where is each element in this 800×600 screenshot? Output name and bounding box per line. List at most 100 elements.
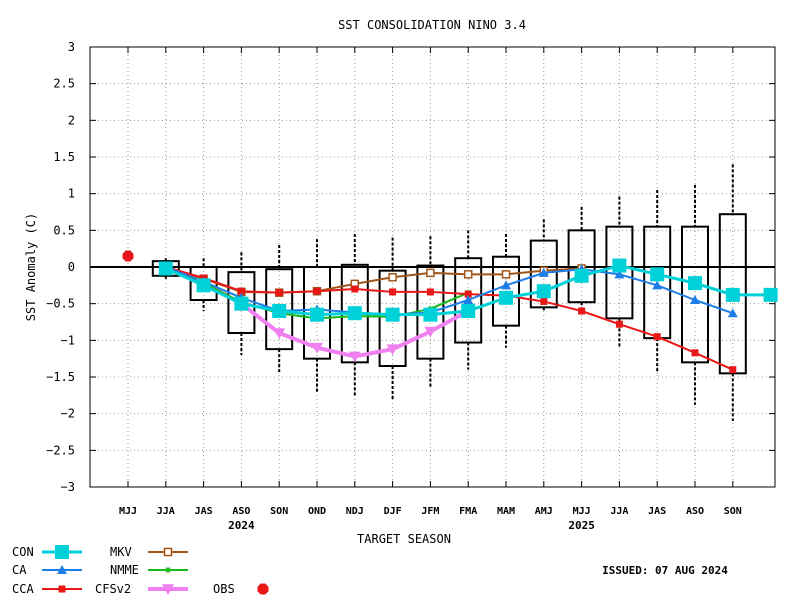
point-cfsv2: [273, 328, 286, 339]
x-tick-label: ASO: [232, 506, 250, 517]
legend-label-obs: OBS: [213, 582, 235, 596]
y-tick-label: −3: [61, 480, 75, 494]
point-cfsv2: [348, 351, 361, 363]
y-tick-label: 0.5: [53, 223, 75, 237]
y-tick-label: −2: [61, 407, 75, 421]
point-obs: [122, 250, 134, 262]
y-tick-label: −0.5: [46, 297, 75, 311]
x-tick-label: MJJ: [573, 506, 591, 517]
legend-label-ca: CA: [12, 563, 27, 577]
x-tick-label: MJJ: [119, 506, 137, 517]
point-cca: [313, 287, 321, 295]
x-tick-label: JJA: [157, 506, 175, 517]
x-tick-label: JAS: [195, 506, 213, 517]
x-tick-label: AMJ: [535, 506, 553, 517]
point-cca: [615, 320, 623, 328]
y-tick-label: 3: [68, 40, 75, 54]
x-tick-label: JJA: [610, 506, 628, 517]
point-ca: [501, 280, 511, 290]
point-con: [272, 304, 287, 318]
legend-marker-cca: [58, 585, 66, 593]
legend-marker-obs: [257, 583, 269, 595]
x-tick-label: DJF: [384, 506, 402, 517]
point-cca: [237, 287, 245, 295]
point-ca: [614, 269, 625, 279]
point-con: [310, 307, 324, 322]
point-con: [650, 267, 665, 282]
y-axis-label: SST Anomaly (C): [24, 213, 38, 321]
point-con: [725, 287, 740, 302]
point-cca: [389, 288, 397, 296]
point-ca: [538, 267, 549, 277]
point-cca: [729, 366, 737, 374]
point-cca: [426, 288, 434, 296]
y-tick-label: −1: [61, 333, 75, 347]
legend-marker-mkv: [163, 547, 173, 557]
point-mkv: [501, 270, 511, 279]
point-cca: [351, 285, 359, 293]
x-tick-label: JFM: [421, 506, 439, 517]
point-con: [574, 268, 589, 283]
legend-label-cfsv2: CFSv2: [95, 582, 131, 596]
x-tick-label: NDJ: [346, 506, 364, 517]
point-cfsv2: [386, 344, 399, 356]
y-tick-label: −2.5: [46, 443, 75, 457]
point-con: [612, 258, 627, 273]
legend-label-con: CON: [12, 545, 34, 559]
point-ca: [463, 295, 474, 304]
series-line-ca: [165, 266, 734, 316]
point-con: [196, 278, 211, 293]
point-con: [423, 307, 438, 322]
y-tick-label: 2.5: [53, 77, 75, 91]
y-tick-label: 1.5: [53, 150, 75, 164]
point-mkv: [388, 273, 397, 282]
chart-title: SST CONSOLIDATION NINO 3.4: [338, 18, 526, 32]
point-con: [461, 304, 476, 318]
legend-label-cca: CCA: [12, 582, 34, 596]
point-con: [499, 290, 513, 305]
point-mkv: [426, 268, 435, 278]
point-cca: [691, 349, 699, 357]
point-cca: [275, 289, 283, 297]
x-tick-label: JAS: [648, 506, 666, 517]
y-tick-label: 0: [68, 260, 75, 274]
ensemble-box: [567, 229, 596, 304]
point-con: [347, 306, 362, 321]
point-ca: [652, 280, 663, 290]
point-ca: [727, 308, 738, 318]
series-line-cca: [165, 266, 734, 371]
x-tick-label: OND: [308, 506, 326, 517]
point-cca: [464, 290, 472, 298]
legend-marker-cfsv2: [162, 584, 174, 595]
point-cca: [653, 333, 661, 341]
point-con: [688, 276, 702, 291]
legend-marker-ca: [57, 565, 67, 574]
x-tick-label: SON: [270, 506, 288, 517]
ensemble-box: [529, 239, 558, 309]
ensemble-box: [151, 260, 180, 277]
legend-marker-con: [55, 545, 69, 559]
point-ca: [690, 295, 700, 304]
y-tick-label: 1: [68, 187, 75, 201]
legend-marker-nmme: [164, 566, 172, 574]
point-cca: [578, 307, 586, 315]
x-tick-label: FMA: [459, 506, 477, 517]
issued-date: ISSUED: 07 AUG 2024: [602, 564, 728, 577]
year-label: 2024: [228, 519, 255, 532]
x-tick-label: MAM: [497, 506, 515, 517]
x-axis-label: TARGET SEASON: [357, 532, 451, 546]
point-con: [234, 296, 249, 311]
x-tick-label: SON: [724, 506, 742, 517]
y-tick-label: 2: [68, 113, 75, 127]
point-con: [536, 284, 551, 299]
year-label: 2025: [568, 519, 595, 532]
legend-label-nmme: NMME: [110, 563, 139, 577]
point-con: [385, 307, 400, 322]
point-con: [763, 287, 778, 302]
ensemble-box: [454, 257, 483, 344]
point-cfsv2: [424, 326, 437, 338]
legend-label-mkv: MKV: [110, 545, 132, 559]
y-tick-label: −1.5: [46, 370, 75, 384]
point-cfsv2: [311, 342, 323, 354]
